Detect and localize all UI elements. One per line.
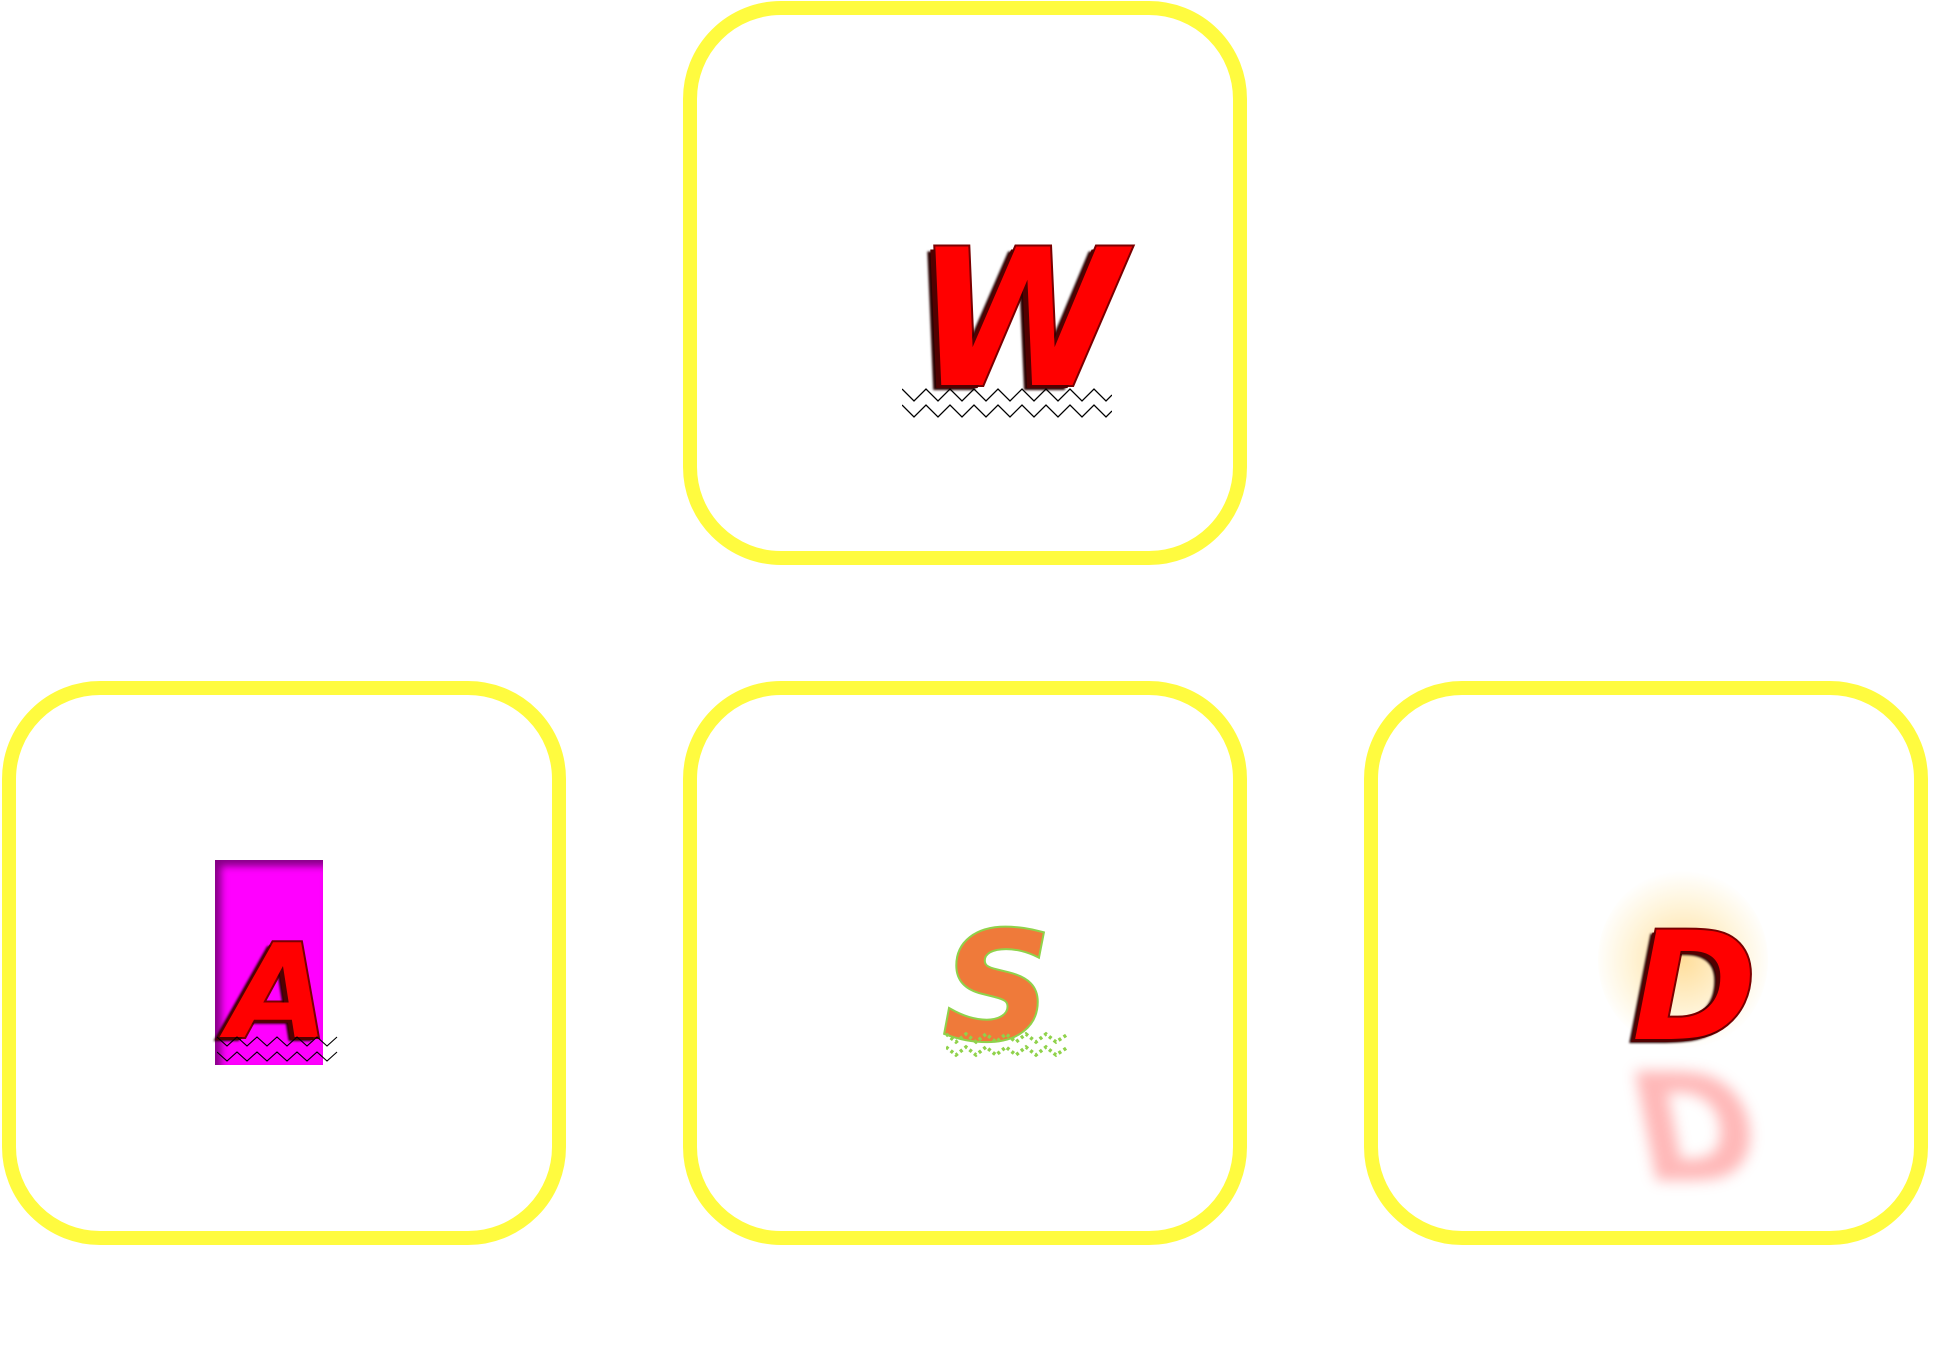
key-w-label: W <box>913 209 1127 430</box>
key-s[interactable]: S <box>683 681 1247 1245</box>
key-d[interactable]: D D <box>1364 681 1928 1245</box>
key-a-label: A <box>226 916 331 1068</box>
key-d-label: D <box>1630 901 1759 1075</box>
key-d-reflection: D <box>1632 1035 1757 1209</box>
zigzag-underline-icon <box>217 1036 338 1062</box>
key-a[interactable]: A <box>2 681 566 1245</box>
key-w[interactable]: W <box>683 1 1247 565</box>
zigzag-underline-icon <box>946 1031 1069 1058</box>
highlight-box <box>215 860 323 1065</box>
zigzag-underline-icon <box>902 388 1112 418</box>
glow-effect <box>1598 870 1768 1050</box>
